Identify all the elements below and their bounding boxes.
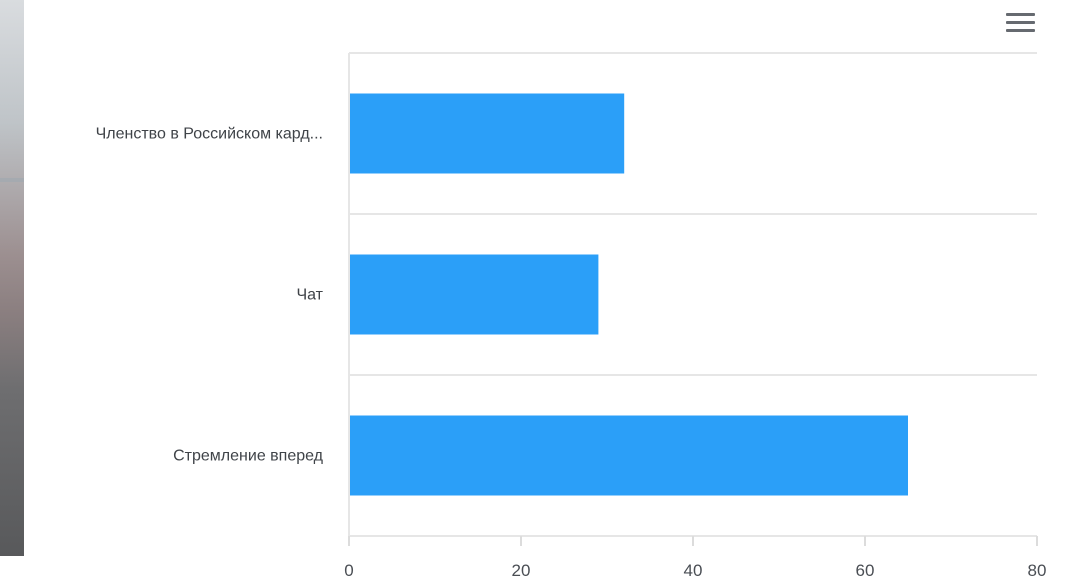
bar [350,93,625,174]
bar [350,415,908,496]
x-tick-label: 60 [856,561,875,580]
x-tick-label: 40 [684,561,703,580]
category-label: Стремление вперед [173,448,324,465]
bar [350,254,599,335]
x-tick-label: 80 [1028,561,1047,580]
x-tick-label: 0 [344,561,353,580]
x-tick-label: 20 [512,561,531,580]
background-photo-strip [0,0,24,556]
menu-icon[interactable] [1004,8,1038,36]
category-label: Членство в Российском кард... [96,126,323,143]
category-label: Чат [296,287,323,304]
